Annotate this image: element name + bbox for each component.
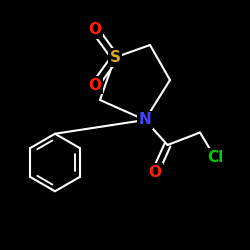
- Text: S: S: [110, 50, 120, 65]
- Text: O: O: [88, 22, 102, 38]
- Text: O: O: [148, 165, 162, 180]
- Text: N: N: [138, 112, 151, 128]
- Text: O: O: [88, 78, 102, 92]
- Text: Cl: Cl: [207, 150, 223, 165]
